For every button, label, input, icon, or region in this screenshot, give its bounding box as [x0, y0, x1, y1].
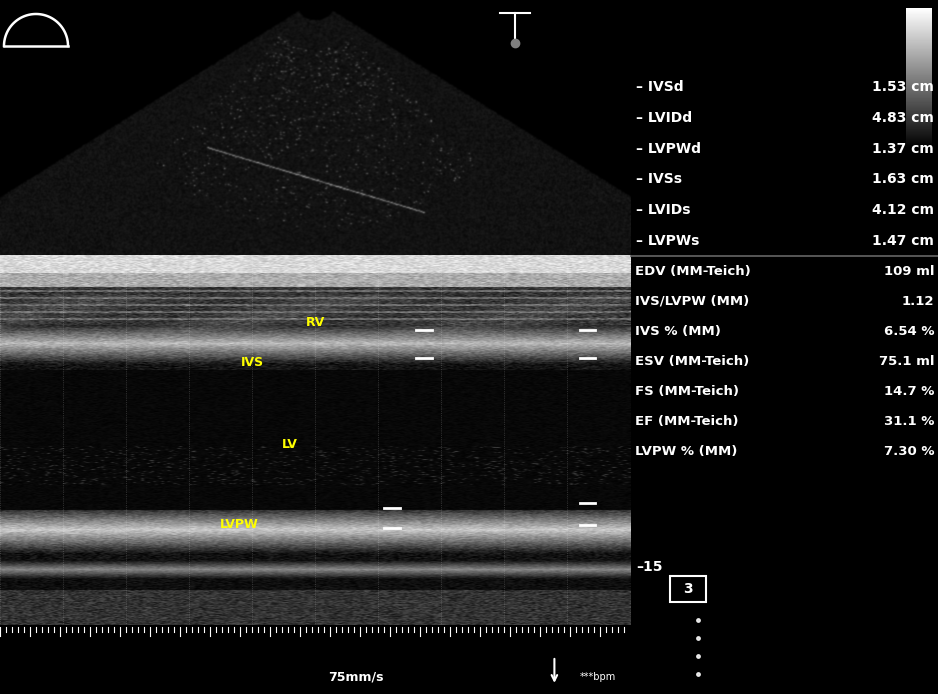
Text: 1.47 cm: 1.47 cm	[872, 234, 934, 248]
Text: FS (MM-Teich): FS (MM-Teich)	[635, 385, 739, 398]
Text: 109 ml: 109 ml	[884, 265, 934, 278]
Text: 75.1 ml: 75.1 ml	[879, 355, 934, 368]
Text: 7.30 %: 7.30 %	[884, 445, 934, 458]
Text: – IVSd: – IVSd	[636, 80, 684, 94]
Text: 6.54 %: 6.54 %	[884, 325, 934, 338]
Text: – LVPWd: – LVPWd	[636, 142, 701, 155]
Text: 1.37 cm: 1.37 cm	[872, 142, 934, 155]
Text: LV: LV	[281, 439, 297, 452]
Text: EF (MM-Teich): EF (MM-Teich)	[635, 415, 738, 428]
Text: EDV (MM-Teich): EDV (MM-Teich)	[635, 265, 750, 278]
Text: 4.12 cm: 4.12 cm	[872, 203, 934, 217]
Text: 31.1 %: 31.1 %	[884, 415, 934, 428]
Text: IVS/LVPW (MM): IVS/LVPW (MM)	[635, 295, 749, 308]
Text: RV: RV	[306, 316, 325, 330]
Text: 14.7 %: 14.7 %	[884, 385, 934, 398]
Text: – IVSs: – IVSs	[636, 172, 682, 187]
Text: – LVIDd: – LVIDd	[636, 111, 692, 125]
Text: – LVPWs: – LVPWs	[636, 234, 700, 248]
Text: – LVIDs: – LVIDs	[636, 203, 690, 217]
Text: 1.12: 1.12	[901, 295, 934, 308]
Text: ESV (MM-Teich): ESV (MM-Teich)	[635, 355, 749, 368]
Text: 1.63 cm: 1.63 cm	[872, 172, 934, 187]
Text: 75mm/s: 75mm/s	[328, 670, 384, 684]
Text: 3: 3	[683, 582, 693, 596]
Bar	[670, 576, 706, 602]
Text: 4.83 cm: 4.83 cm	[872, 111, 934, 125]
Text: 1.53 cm: 1.53 cm	[872, 80, 934, 94]
Text: LVPW: LVPW	[220, 518, 259, 532]
Text: LVPW % (MM): LVPW % (MM)	[635, 445, 737, 458]
Text: IVS % (MM): IVS % (MM)	[635, 325, 721, 338]
Text: –15: –15	[636, 560, 662, 574]
Text: ***bpm: ***bpm	[580, 672, 616, 682]
Text: IVS: IVS	[240, 357, 264, 369]
